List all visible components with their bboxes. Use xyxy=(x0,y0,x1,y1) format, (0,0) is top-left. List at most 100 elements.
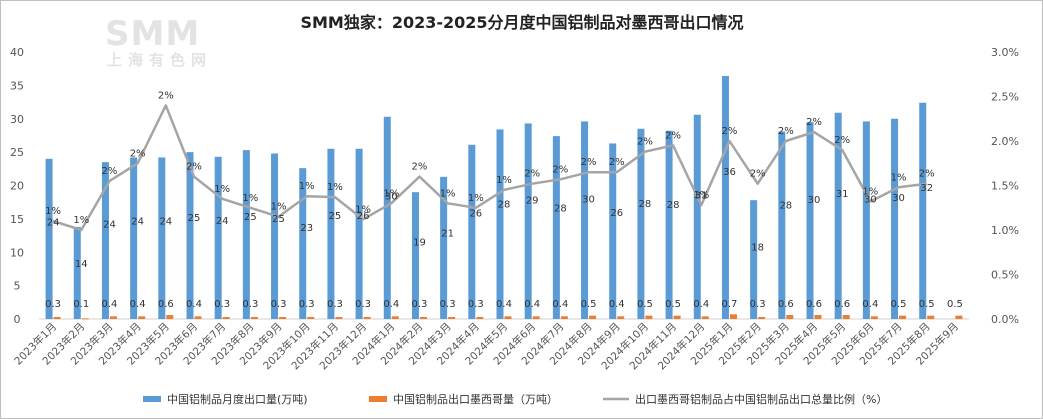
mexico-export-bar xyxy=(222,316,230,319)
mexico-export-value-label: 0.7 xyxy=(722,299,738,310)
mexico-export-value-label: 0.6 xyxy=(834,299,850,310)
monthly-export-value-label: 28 xyxy=(554,203,567,214)
monthly-export-value-label: 30 xyxy=(892,193,905,204)
monthly-export-bar xyxy=(327,148,335,319)
mexico-export-bar xyxy=(729,314,737,319)
monthly-export-bar xyxy=(834,112,842,320)
mexico-export-value-label: 0.4 xyxy=(496,299,512,310)
mexico-export-value-label: 0.5 xyxy=(581,299,597,310)
monthly-export-value-label: 25 xyxy=(244,212,257,223)
monthly-export-bar xyxy=(693,114,701,320)
legend-label-mexico-export: 中国铝制品出口墨西哥量（万吨） xyxy=(393,392,558,406)
mexico-export-value-label: 0.3 xyxy=(440,299,456,310)
mexico-export-value-label: 0.3 xyxy=(271,299,287,310)
mexico-export-bar xyxy=(391,316,399,319)
right-y-axis: 0.0% 0.5% 1.0% 1.5% 2.0% 2.5% 3.0% xyxy=(991,46,1019,326)
mexico-export-value-label: 0.4 xyxy=(552,299,568,310)
share-value-label: 1% xyxy=(383,188,399,199)
monthly-export-value-label: 28 xyxy=(779,201,792,212)
mexico-export-bar xyxy=(335,316,343,319)
monthly-export-value-label: 24 xyxy=(159,216,172,227)
monthly-export-value-label: 31 xyxy=(695,190,708,201)
monthly-export-value-label: 24 xyxy=(216,216,229,227)
mexico-export-value-label: 0.4 xyxy=(693,299,709,310)
mexico-export-value-label: 0.4 xyxy=(862,299,878,310)
share-value-label: 1% xyxy=(299,181,315,192)
monthly-export-value-label: 30 xyxy=(864,194,877,205)
monthly-export-bar xyxy=(750,200,758,319)
mexico-export-bar xyxy=(842,314,850,319)
monthly-export-value-label: 26 xyxy=(357,211,370,222)
mexico-export-value-label: 0.3 xyxy=(299,299,315,310)
mexico-export-bar xyxy=(532,316,540,319)
mexico-export-bar xyxy=(955,315,963,319)
share-value-label: 1% xyxy=(891,172,907,183)
monthly-export-bar xyxy=(891,118,899,319)
mexico-export-bar xyxy=(786,314,794,319)
mexico-export-bar xyxy=(448,316,456,319)
mexico-export-value-label: 0.3 xyxy=(242,299,258,310)
mexico-export-value-label: 0.5 xyxy=(637,299,653,310)
monthly-export-bar xyxy=(778,131,786,319)
mexico-export-value-label: 0.5 xyxy=(891,299,907,310)
mexico-export-value-label: 0.3 xyxy=(355,299,371,310)
monthly-export-value-label: 31 xyxy=(836,189,849,200)
monthly-export-bar xyxy=(862,121,870,319)
monthly-export-bar xyxy=(721,76,729,319)
share-value-label: 1% xyxy=(693,190,709,201)
monthly-export-bar xyxy=(158,157,166,319)
mexico-export-value-label: 0.3 xyxy=(750,299,766,310)
share-value-label: 2% xyxy=(778,126,794,137)
mexico-export-value-label: 0.6 xyxy=(778,299,794,310)
mexico-export-value-label: 0.4 xyxy=(383,299,399,310)
left-y-tick-label: 15 xyxy=(10,213,24,226)
monthly-export-bar xyxy=(411,192,419,319)
legend-swatch-mexico-export xyxy=(369,396,387,402)
mexico-export-bar xyxy=(166,314,174,319)
right-y-tick-label: 2.0% xyxy=(991,135,1019,148)
series-monthly-export-bars xyxy=(45,76,927,320)
mexico-export-value-label: 0.3 xyxy=(214,299,230,310)
mexico-export-bar xyxy=(589,315,597,319)
share-value-label: 1% xyxy=(496,175,512,186)
mexico-export-bar xyxy=(927,315,935,319)
chart-title: SMM独家：2023-2025分月度中国铝制品对墨西哥出口情况 xyxy=(300,13,743,32)
watermark-logo: SMM xyxy=(105,14,200,54)
share-value-label: 2% xyxy=(609,157,625,168)
left-y-tick-label: 10 xyxy=(10,246,24,259)
monthly-export-value-label: 26 xyxy=(469,209,482,220)
mexico-export-bar xyxy=(138,316,146,319)
monthly-export-value-label: 24 xyxy=(131,216,144,227)
monthly-export-bar xyxy=(101,162,109,319)
monthly-export-bar xyxy=(440,176,448,319)
series-share-line xyxy=(52,104,927,232)
share-value-label: 2% xyxy=(102,166,118,177)
share-value-label: 1% xyxy=(242,193,258,204)
left-y-tick-label: 5 xyxy=(14,280,21,293)
mexico-export-bar xyxy=(279,316,287,319)
monthly-export-value-label: 21 xyxy=(441,228,454,239)
monthly-export-bar xyxy=(609,143,617,319)
share-value-label: 1% xyxy=(327,182,343,193)
share-value-label: 2% xyxy=(130,148,146,159)
mexico-export-value-label: 0.6 xyxy=(806,299,822,310)
right-y-tick-label: 2.5% xyxy=(991,91,1019,104)
mexico-export-bar xyxy=(194,316,202,319)
monthly-export-value-label: 23 xyxy=(300,223,313,234)
monthly-export-bar xyxy=(271,153,279,319)
monthly-export-bar xyxy=(468,144,476,319)
mexico-export-value-label: 0.4 xyxy=(609,299,625,310)
monthly-export-bar xyxy=(130,157,138,319)
share-value-label: 2% xyxy=(581,157,597,168)
monthly-export-bar xyxy=(186,152,194,319)
left-y-tick-label: 30 xyxy=(10,113,24,126)
left-y-axis: 0 5 10 15 20 25 30 35 40 xyxy=(10,46,24,326)
share-data-labels: 1% 1% 2% 2% 2% 2% 1% 1% 1% 1% 1% 1% 1% 2% 1% 1% 1% 2% 2% 2%… xyxy=(45,90,935,226)
mexico-export-bar xyxy=(109,316,117,319)
share-value-label: 2% xyxy=(919,169,935,180)
legend: 中国铝制品月度出口量(万吨) 中国铝制品出口墨西哥量（万吨） 出口墨西哥铝制品占中国… xyxy=(143,392,887,406)
share-value-label: 2% xyxy=(186,162,202,173)
mexico-export-bar xyxy=(81,318,89,320)
mexico-export-bar xyxy=(899,315,907,319)
right-y-tick-label: 1.0% xyxy=(991,224,1019,237)
